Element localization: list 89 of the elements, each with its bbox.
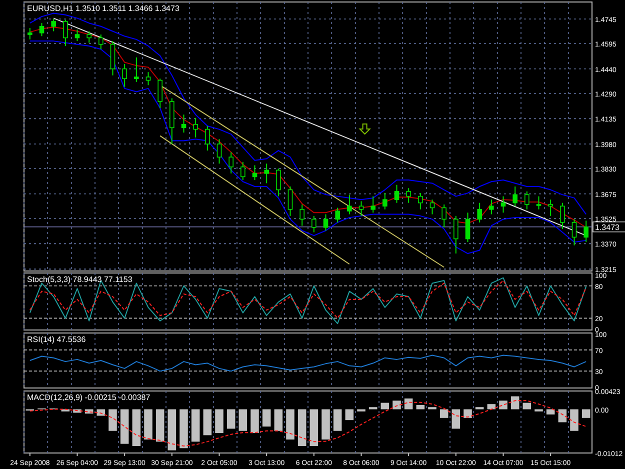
candlestick	[181, 114, 186, 134]
bar	[310, 409, 318, 446]
candlestick	[193, 117, 198, 138]
bar	[226, 409, 236, 429]
candlestick	[370, 196, 376, 214]
ref-line-label: 1.3473	[595, 222, 620, 232]
candlestick	[122, 63, 127, 88]
chart-title: EURUSD,H1 1.3510 1.3511 1.3466 1.3473	[27, 4, 180, 13]
candlestick	[28, 27, 32, 40]
candlestick	[442, 204, 446, 228]
candlestick	[74, 29, 80, 42]
line-series	[29, 277, 587, 324]
candlestick	[146, 72, 151, 86]
bar	[203, 409, 212, 436]
bar	[546, 409, 555, 414]
bar	[440, 409, 448, 418]
candlestick	[536, 196, 542, 210]
bar	[120, 409, 129, 444]
bar	[168, 409, 176, 450]
candlestick	[252, 164, 258, 180]
candlestick	[300, 204, 304, 226]
candlestick	[465, 212, 470, 243]
candlestick	[524, 190, 530, 210]
bar	[215, 409, 224, 434]
candlestick	[63, 19, 68, 46]
bar	[156, 409, 164, 442]
line-series	[29, 400, 587, 446]
candlestick	[39, 22, 44, 37]
bar	[416, 404, 425, 410]
candlestick	[454, 215, 458, 254]
candlestick	[51, 18, 56, 32]
bar	[392, 400, 401, 410]
candlestick	[335, 207, 340, 223]
bar	[286, 409, 294, 440]
bar	[345, 409, 354, 420]
candlestick	[264, 163, 269, 184]
candlestick	[500, 196, 506, 214]
chart-title: Stoch(5,3,3) 78.9443 77.1153	[27, 275, 133, 284]
bar	[191, 409, 200, 442]
chart-title: RSI(14) 47.5536	[27, 335, 86, 344]
line-series	[29, 40, 587, 254]
bar	[499, 400, 508, 410]
bar	[404, 398, 413, 410]
bar	[380, 402, 390, 410]
candlestick	[228, 152, 234, 174]
bar	[180, 409, 188, 448]
bar	[333, 409, 342, 431]
bar	[510, 396, 520, 410]
bar	[464, 409, 472, 418]
candlestick	[512, 186, 518, 207]
candlestick	[240, 161, 246, 180]
bar	[132, 409, 141, 446]
bar	[452, 409, 460, 429]
bar	[298, 409, 306, 446]
candlestick	[477, 202, 482, 223]
candlestick	[358, 200, 364, 216]
candlestick	[98, 34, 104, 50]
line-series	[29, 354, 587, 372]
candlestick	[572, 218, 577, 246]
candlestick	[276, 168, 281, 197]
candlestick	[560, 202, 565, 230]
bar	[487, 404, 496, 410]
bar	[274, 409, 283, 431]
candlestick	[406, 188, 411, 204]
bar	[250, 409, 259, 434]
candlestick	[382, 192, 388, 210]
candlestick	[205, 126, 210, 152]
candlestick	[430, 199, 435, 215]
candlestick	[548, 199, 553, 216]
candlestick	[86, 30, 92, 44]
candlestick	[418, 192, 423, 210]
candlestick	[394, 184, 400, 204]
candlestick	[584, 220, 588, 243]
candlestick	[134, 56, 139, 82]
bar	[144, 409, 152, 440]
candlestick	[288, 186, 293, 216]
candlestick	[347, 194, 352, 215]
bar	[522, 402, 532, 410]
bar	[108, 409, 117, 431]
candlestick	[216, 138, 222, 164]
candlestick	[489, 199, 494, 215]
candlestick	[323, 214, 328, 232]
bar	[262, 409, 271, 427]
candlestick	[312, 215, 316, 233]
bar	[570, 409, 578, 431]
candlestick	[158, 78, 162, 109]
bar	[322, 409, 330, 440]
bar	[238, 409, 248, 431]
chart-title: MACD(12,26,9) -0.00215 -0.00387	[27, 393, 151, 402]
